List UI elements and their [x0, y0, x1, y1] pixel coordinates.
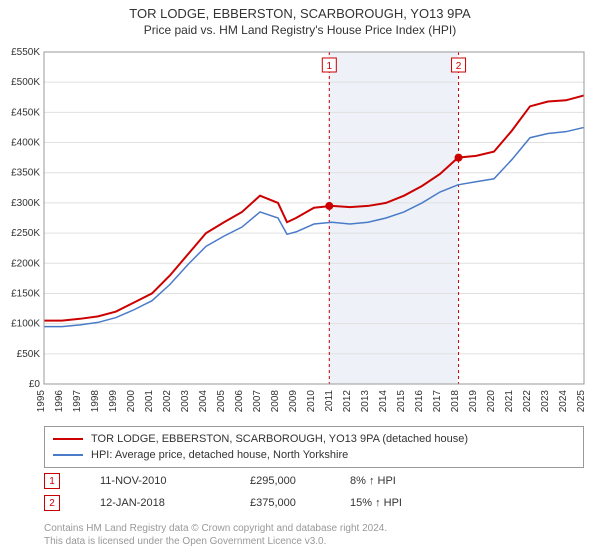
y-tick-label: £250K	[11, 228, 40, 239]
marker-price: £375,000	[250, 497, 350, 509]
x-tick-label: 2015	[396, 390, 407, 413]
legend-swatch	[53, 454, 83, 456]
x-tick-label: 2024	[558, 390, 569, 413]
x-tick-label: 2005	[216, 390, 227, 413]
x-tick-label: 2022	[522, 390, 533, 413]
x-tick-label: 2017	[432, 390, 443, 413]
y-tick-label: £450K	[11, 107, 40, 118]
x-tick-label: 2013	[360, 390, 371, 413]
markers-block: 1 11-NOV-2010£295,0008% ↑ HPI 2 12-JAN-2018…	[44, 470, 584, 514]
marker-diff: 8% ↑ HPI	[350, 475, 396, 487]
legend-row: TOR LODGE, EBBERSTON, SCARBOROUGH, YO13 …	[53, 431, 575, 447]
x-tick-label: 2002	[162, 390, 173, 413]
y-tick-label: £150K	[11, 288, 40, 299]
x-tick-label: 2016	[414, 390, 425, 413]
marker-row: 1 11-NOV-2010£295,0008% ↑ HPI	[44, 470, 584, 492]
x-tick-label: 1997	[72, 390, 83, 413]
marker-row: 2 12-JAN-2018£375,00015% ↑ HPI	[44, 492, 584, 514]
x-tick-label: 2009	[288, 390, 299, 413]
svg-text:2: 2	[456, 61, 462, 72]
x-tick-label: 1999	[108, 390, 119, 413]
marker-price: £295,000	[250, 475, 350, 487]
footer-line1: Contains HM Land Registry data © Crown c…	[44, 522, 584, 535]
x-tick-label: 2003	[180, 390, 191, 413]
x-tick-label: 1996	[54, 390, 65, 413]
y-tick-label: £550K	[11, 47, 40, 58]
footer-block: Contains HM Land Registry data © Crown c…	[44, 522, 584, 548]
y-tick-label: £100K	[11, 319, 40, 330]
x-tick-label: 2001	[144, 390, 155, 413]
x-tick-label: 1995	[36, 390, 47, 413]
x-tick-label: 1998	[90, 390, 101, 413]
chart-svg: £0 £50K £100K £150K £200K £250K £300K £350K £400…	[0, 38, 600, 418]
x-tick-label: 2025	[576, 390, 587, 413]
marker-badge: 1	[44, 473, 60, 489]
legend-label: HPI: Average price, detached house, Nort…	[91, 449, 348, 461]
marker-badge: 2	[44, 495, 60, 511]
legend-box: TOR LODGE, EBBERSTON, SCARBOROUGH, YO13 …	[44, 426, 584, 468]
x-tick-label: 2004	[198, 390, 209, 413]
chart-area: £0£50K£100K£150K£200K£250K£300K£350K£400…	[44, 52, 584, 384]
footer-line2: This data is licensed under the Open Gov…	[44, 535, 584, 548]
legend-label: TOR LODGE, EBBERSTON, SCARBOROUGH, YO13 …	[91, 433, 468, 445]
x-tick-label: 2018	[450, 390, 461, 413]
x-tick-label: 2020	[486, 390, 497, 413]
title-sub: Price paid vs. HM Land Registry's House …	[0, 23, 600, 37]
y-tick-label: £200K	[11, 258, 40, 269]
x-tick-label: 2010	[306, 390, 317, 413]
legend-swatch	[53, 438, 83, 440]
x-tick-label: 2006	[234, 390, 245, 413]
x-tick-label: 2021	[504, 390, 515, 413]
title-main: TOR LODGE, EBBERSTON, SCARBOROUGH, YO13 …	[0, 6, 600, 21]
chart-container: TOR LODGE, EBBERSTON, SCARBOROUGH, YO13 …	[0, 0, 600, 560]
x-tick-label: 2019	[468, 390, 479, 413]
marker-date: 12-JAN-2018	[100, 497, 250, 509]
x-tick-label: 2012	[342, 390, 353, 413]
y-tick-label: £500K	[11, 77, 40, 88]
y-tick-label: £300K	[11, 198, 40, 209]
x-tick-label: 2011	[324, 390, 335, 412]
marker-diff: 15% ↑ HPI	[350, 497, 402, 509]
marker-date: 11-NOV-2010	[100, 475, 250, 487]
x-tick-label: 2007	[252, 390, 263, 413]
svg-text:1: 1	[327, 61, 333, 72]
x-tick-label: 2000	[126, 390, 137, 413]
legend-row: HPI: Average price, detached house, Nort…	[53, 447, 575, 463]
x-tick-label: 2014	[378, 390, 389, 413]
x-tick-label: 2008	[270, 390, 281, 413]
title-block: TOR LODGE, EBBERSTON, SCARBOROUGH, YO13 …	[0, 0, 600, 37]
y-tick-label: £50K	[17, 349, 41, 360]
x-tick-label: 2023	[540, 390, 551, 413]
y-tick-label: £0	[29, 379, 41, 390]
y-tick-label: £350K	[11, 168, 40, 179]
y-tick-label: £400K	[11, 138, 40, 149]
